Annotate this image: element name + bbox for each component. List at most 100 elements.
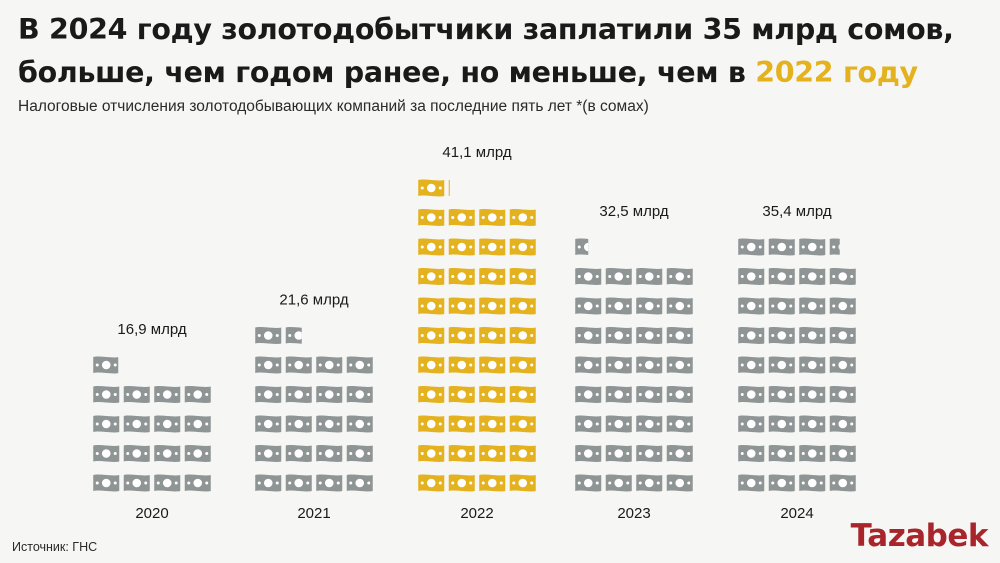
title-highlight: 2022 году xyxy=(755,56,918,89)
banknote-icon xyxy=(605,445,632,462)
banknote-icon xyxy=(93,356,119,374)
year-label: 2021 xyxy=(297,505,330,522)
banknote-icon xyxy=(255,356,282,374)
banknote-icon xyxy=(605,415,632,433)
banknote-icon xyxy=(285,415,312,433)
banknote-icon xyxy=(255,445,282,462)
banknote-icon xyxy=(829,386,856,403)
banknote-icon xyxy=(768,474,795,492)
banknote-icon xyxy=(184,386,211,403)
banknote-icon xyxy=(666,445,693,462)
banknote-icon xyxy=(636,445,663,462)
banknote-icon xyxy=(123,445,150,462)
banknote-icon xyxy=(479,238,506,256)
banknote-icon xyxy=(575,327,602,344)
banknote-icon xyxy=(123,415,150,433)
banknote-icon xyxy=(448,268,475,285)
banknote-icon xyxy=(509,445,536,462)
banknote-icon xyxy=(666,327,693,344)
banknote-icon xyxy=(666,474,693,492)
banknote-icon xyxy=(418,238,445,256)
banknote-icon xyxy=(768,415,795,433)
banknote-icon xyxy=(799,386,826,403)
banknote-icon xyxy=(768,327,795,344)
banknote-icon xyxy=(509,209,536,226)
banknote-icon xyxy=(768,445,795,462)
banknote-icon xyxy=(418,268,445,285)
banknote-icon xyxy=(768,268,795,285)
banknote-icon xyxy=(316,474,343,492)
banknote-icon xyxy=(255,327,282,344)
banknote-icon xyxy=(346,474,373,492)
banknote-icon xyxy=(605,474,632,492)
banknote-icon xyxy=(255,386,282,403)
value-label: 21,6 млрд xyxy=(279,292,348,309)
banknote-icon xyxy=(154,445,181,462)
banknote-icon xyxy=(418,445,445,462)
banknote-icon xyxy=(829,445,856,462)
banknote-icon xyxy=(123,386,150,403)
banknote-icon xyxy=(479,445,506,462)
banknote-icon xyxy=(575,445,602,462)
banknote-icon xyxy=(509,238,536,256)
banknote-icon xyxy=(636,386,663,403)
banknote-icon xyxy=(448,327,475,344)
banknote-icon xyxy=(575,238,589,255)
banknote-icon xyxy=(799,297,826,315)
chart-subtitle: Налоговые отчисления золотодобывающих ко… xyxy=(18,98,649,115)
banknote-icon xyxy=(605,268,632,285)
banknote-icon xyxy=(418,356,445,374)
banknote-icon xyxy=(738,356,765,374)
banknote-icon xyxy=(316,415,343,433)
banknote-icon xyxy=(448,474,475,492)
banknote-icon xyxy=(738,474,765,492)
banknote-icon xyxy=(799,356,826,374)
value-label: 41,1 млрд xyxy=(442,144,511,161)
banknote-icon xyxy=(418,327,445,344)
banknote-icon xyxy=(479,356,506,374)
banknote-icon xyxy=(316,356,343,374)
banknote-icon xyxy=(285,356,312,374)
banknote-icon xyxy=(575,386,602,403)
banknote-icon xyxy=(605,386,632,403)
banknote-icon xyxy=(509,327,536,344)
banknote-icon xyxy=(346,445,373,462)
banknote-icon xyxy=(479,268,506,285)
banknote-icon xyxy=(285,327,302,344)
title-line-2: больше, чем годом ранее, но меньше, чем … xyxy=(18,51,978,94)
banknote-icon xyxy=(799,268,826,285)
banknote-icon xyxy=(479,415,506,433)
tazabek-logo: Tazabek xyxy=(850,518,989,554)
banknote-icon xyxy=(93,386,120,403)
banknote-icon xyxy=(316,386,343,403)
banknote-icon xyxy=(829,474,856,492)
title-line-2-text: больше, чем годом ранее, но меньше, чем … xyxy=(18,56,756,89)
banknote-icon xyxy=(799,445,826,462)
banknote-icon xyxy=(636,474,663,492)
banknote-icon xyxy=(666,268,693,285)
banknote-icon xyxy=(479,386,506,403)
year-label: 2023 xyxy=(617,505,650,522)
banknote-icon xyxy=(666,356,693,374)
banknote-icon xyxy=(448,209,475,226)
banknote-icon xyxy=(768,356,795,374)
banknote-icon xyxy=(154,474,181,492)
banknote-icon xyxy=(829,268,856,285)
banknote-icon xyxy=(123,474,150,492)
year-label: 2020 xyxy=(135,505,168,522)
banknote-icon xyxy=(346,386,373,403)
banknote-icon xyxy=(479,474,506,492)
banknote-icon xyxy=(738,445,765,462)
banknote-icon xyxy=(799,415,826,433)
banknote-icon xyxy=(285,474,312,492)
title-line-1: В 2024 году золотодобытчики заплатили 35… xyxy=(18,13,954,46)
banknote-icon xyxy=(154,386,181,403)
banknote-icon xyxy=(448,179,450,196)
banknote-icon xyxy=(575,474,602,492)
banknote-icon xyxy=(636,415,663,433)
banknote-icon xyxy=(418,386,445,403)
banknote-icon xyxy=(799,327,826,344)
banknote-icon xyxy=(575,297,602,315)
banknote-icon xyxy=(346,415,373,433)
banknote-icon xyxy=(93,445,120,462)
